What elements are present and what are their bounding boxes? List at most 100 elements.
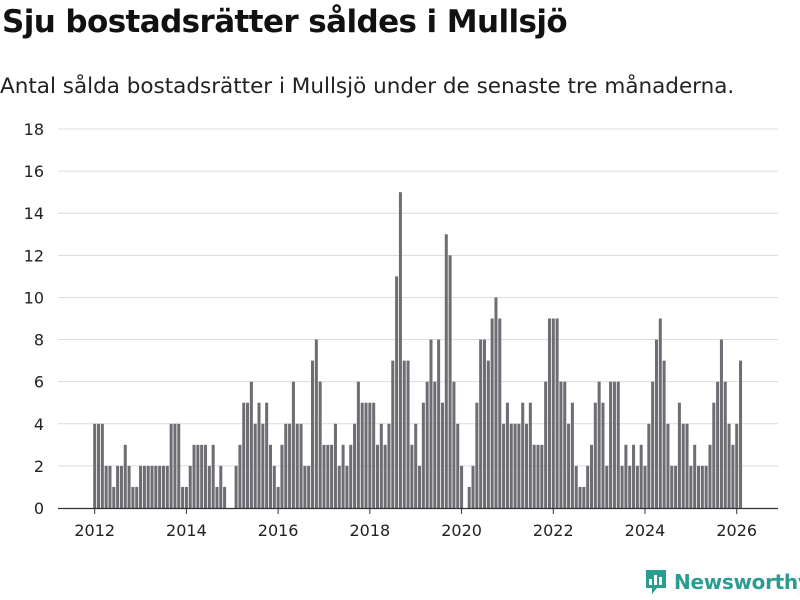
latest-value-label: 7 <box>739 0 749 4</box>
bar <box>490 318 494 508</box>
bar <box>456 423 460 508</box>
bar <box>249 381 253 508</box>
newsworthy-logo-icon <box>646 570 666 594</box>
bar <box>471 465 475 508</box>
bar <box>513 423 517 508</box>
bar <box>567 423 571 508</box>
bar <box>643 465 647 508</box>
bar <box>119 465 123 508</box>
bar <box>356 381 360 508</box>
x-tick-label: 2024 <box>625 521 666 540</box>
bar <box>593 402 597 508</box>
bar <box>196 444 200 508</box>
bar <box>525 423 529 508</box>
bar <box>349 444 353 508</box>
bar <box>559 381 563 508</box>
bar <box>723 381 727 508</box>
bar <box>303 465 307 508</box>
bar <box>177 423 181 508</box>
bar <box>299 423 303 508</box>
bar <box>288 423 292 508</box>
bar <box>433 381 437 508</box>
x-tick-label: 2012 <box>74 521 115 540</box>
bar <box>311 360 315 508</box>
bar <box>173 423 177 508</box>
bar <box>364 402 368 508</box>
bar <box>395 276 399 508</box>
bar <box>223 486 227 508</box>
bar <box>322 444 326 508</box>
bar <box>161 465 165 508</box>
bar <box>632 444 636 508</box>
bar <box>697 465 701 508</box>
bar <box>104 465 108 508</box>
bar <box>368 402 372 508</box>
bar <box>704 465 708 508</box>
bar <box>200 444 204 508</box>
bar <box>674 465 678 508</box>
bar <box>326 444 330 508</box>
y-tick-label: 14 <box>24 204 44 223</box>
bar <box>158 465 162 508</box>
bar <box>509 423 513 508</box>
gridlines <box>58 128 778 467</box>
bar <box>142 465 146 508</box>
x-tick-label: 2022 <box>533 521 574 540</box>
bar <box>211 444 215 508</box>
bar <box>609 381 613 508</box>
bar <box>666 423 670 508</box>
bar <box>739 360 743 508</box>
bar <box>716 381 720 508</box>
bar <box>429 339 433 508</box>
bar <box>257 402 261 508</box>
bar <box>135 486 139 508</box>
x-tick-label: 2020 <box>441 521 482 540</box>
bar <box>460 465 464 508</box>
bar <box>635 465 639 508</box>
bar <box>131 486 135 508</box>
bar <box>192 444 196 508</box>
bar <box>452 381 456 508</box>
bar <box>276 486 280 508</box>
bar <box>93 423 97 508</box>
bar <box>536 444 540 508</box>
bar <box>731 444 735 508</box>
bar <box>502 423 506 508</box>
bar <box>181 486 185 508</box>
bar <box>372 402 376 508</box>
bar <box>280 444 284 508</box>
bar <box>551 318 555 508</box>
bar <box>521 402 525 508</box>
bar <box>246 402 250 508</box>
bar <box>268 444 272 508</box>
bar <box>261 423 265 508</box>
bar <box>97 423 101 508</box>
data-labels: 7 <box>739 0 749 4</box>
bar <box>337 465 341 508</box>
bar <box>681 423 685 508</box>
axes: 0 2 4 6 8 10 12 14 16 18 2012 2014 2016 2018 2020 2022 2… <box>24 120 778 540</box>
bar <box>735 423 739 508</box>
bar <box>677 402 681 508</box>
bar <box>139 465 143 508</box>
bar <box>360 402 364 508</box>
bar <box>605 465 609 508</box>
bar <box>383 444 387 508</box>
bar <box>547 318 551 508</box>
bar <box>146 465 150 508</box>
bar <box>291 381 295 508</box>
bar <box>586 465 590 508</box>
bar <box>108 465 112 508</box>
bar <box>341 444 345 508</box>
bar <box>494 297 498 508</box>
bar <box>578 486 582 508</box>
brand-name: Newsworthy <box>674 570 800 594</box>
bar <box>421 402 425 508</box>
bar <box>425 381 429 508</box>
bar <box>505 402 509 508</box>
bar <box>624 444 628 508</box>
y-tick-label: 4 <box>34 415 44 434</box>
bar <box>693 444 697 508</box>
bar <box>555 318 559 508</box>
bar <box>498 318 502 508</box>
